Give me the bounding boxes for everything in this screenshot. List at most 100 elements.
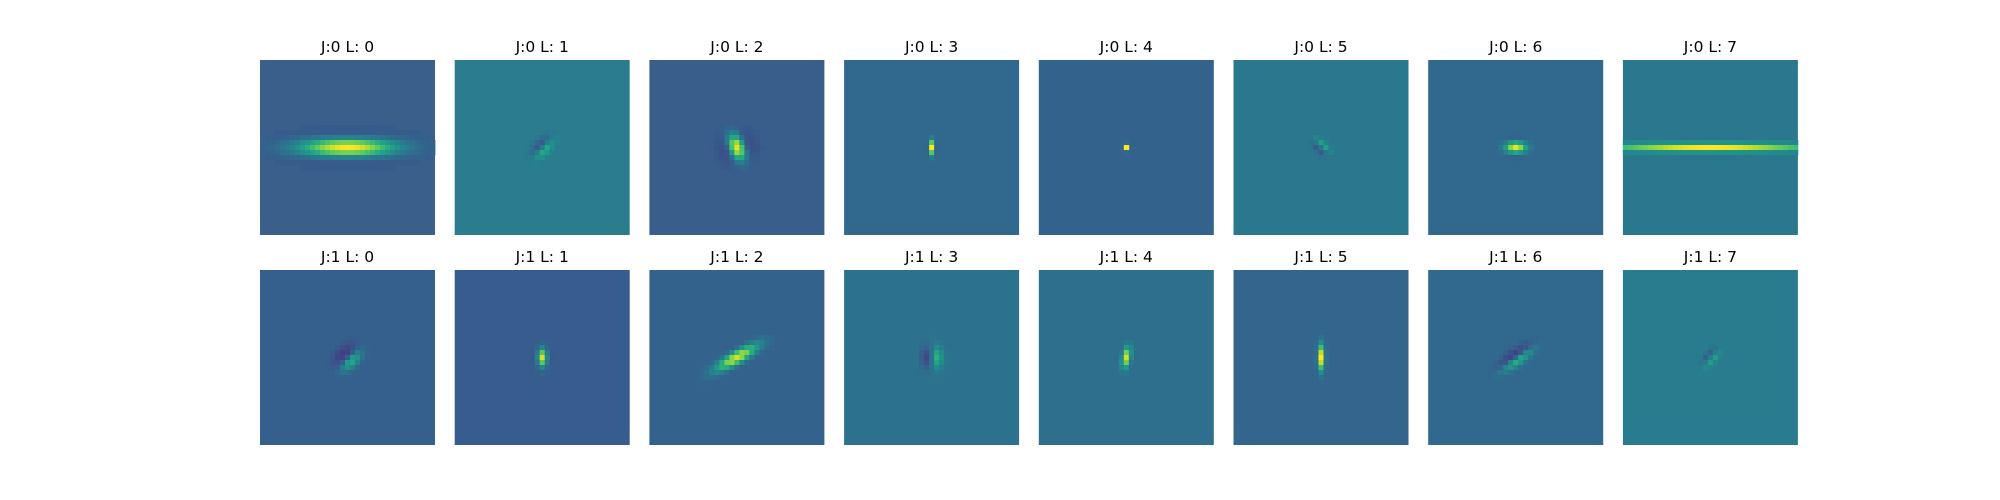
kernel-pixel: [340, 135, 346, 141]
kernel-pixel: [1702, 135, 1709, 141]
kernel-pixel: [754, 350, 760, 356]
kernel-pixel: [1767, 150, 1774, 156]
kernel-pixel: [1652, 135, 1659, 141]
kernel-pixel: [534, 155, 541, 161]
kernel-pixel: [739, 165, 745, 171]
kernel-pixel: [1323, 355, 1329, 361]
panel-title: J:0 L: 5: [1293, 38, 1347, 56]
kernel-pixel: [924, 375, 930, 381]
kernel-pixel: [1498, 140, 1504, 146]
kernel-pixel: [335, 155, 341, 161]
kernel-pixel: [539, 365, 546, 371]
kernel-pixel: [1518, 365, 1524, 371]
kernel-pixel: [325, 155, 331, 161]
kernel-pixel: [719, 125, 725, 131]
kernel-pixel: [924, 345, 930, 351]
kernel-pixel: [1637, 145, 1644, 151]
kernel-pixel: [1323, 155, 1329, 161]
kernel-pixel: [739, 140, 745, 146]
kernel-pixel: [1702, 355, 1709, 361]
filter-panel-j0-l0: J:0 L: 0: [260, 38, 436, 235]
kernel-pixel: [355, 350, 361, 356]
kernel-pixel: [315, 155, 321, 161]
kernel-pixel: [395, 160, 401, 166]
kernel-pixel: [310, 130, 316, 136]
kernel-pixel: [330, 130, 336, 136]
kernel-pixel: [345, 350, 351, 356]
kernel-pixel: [1647, 150, 1654, 156]
kernel-pixel: [345, 130, 351, 136]
kernel-pixel: [400, 140, 406, 146]
kernel-pixel: [1777, 150, 1784, 156]
kernel-pixel: [529, 360, 536, 366]
kernel-pixel: [410, 155, 416, 161]
kernel-pixel: [699, 370, 705, 376]
kernel-pixel: [734, 130, 740, 136]
kernel-pixel: [340, 130, 346, 136]
kernel-pixel: [335, 365, 341, 371]
kernel-pixel: [1323, 370, 1329, 376]
kernel-pixel: [704, 380, 710, 386]
kernel-pixel: [934, 345, 940, 351]
kernel-pixel: [739, 150, 745, 156]
kernel-pixel: [939, 370, 945, 376]
kernel-pixel: [1313, 355, 1319, 361]
kernel-pixel: [380, 155, 386, 161]
kernel-pixel: [709, 360, 715, 366]
kernel-pixel: [729, 125, 735, 131]
kernel-pixel: [355, 140, 361, 146]
kernel-pixel: [355, 125, 361, 131]
kernel-pixel: [1528, 350, 1534, 356]
kernel-pixel: [1707, 155, 1714, 161]
kernel-pixel: [1318, 360, 1324, 366]
kernel-pixel: [405, 150, 411, 156]
kernel-pixel: [724, 360, 730, 366]
kernel-pixel: [1702, 145, 1709, 151]
kernel-pixel: [290, 130, 296, 136]
kernel-pixel: [1787, 150, 1794, 156]
kernel-pixel: [300, 165, 306, 171]
kernel-pixel: [1712, 135, 1719, 141]
kernel-pixel: [1712, 345, 1719, 351]
kernel-pixel: [1503, 370, 1509, 376]
kernel-pixel: [350, 150, 356, 156]
kernel-pixel: [719, 375, 725, 381]
kernel-pixel: [330, 145, 336, 151]
kernel-pixel: [265, 145, 271, 151]
kernel-pixel: [405, 130, 411, 136]
kernel-pixel: [280, 130, 286, 136]
kernel-pixel: [295, 130, 301, 136]
filter-panel-j1-l4: J:1 L: 4: [1038, 248, 1214, 445]
panel-title: J:1 L: 7: [1683, 248, 1737, 266]
kernel-pixel: [330, 345, 336, 351]
kernel-pixel: [1707, 145, 1714, 151]
kernel-pixel: [944, 355, 950, 361]
kernel-pixel: [340, 355, 346, 361]
kernel-pixel: [1632, 140, 1639, 146]
kernel-pixel: [1692, 150, 1699, 156]
kernel-pixel: [709, 370, 715, 376]
kernel-pixel: [345, 355, 351, 361]
kernel-pixel: [1508, 140, 1514, 146]
kernel-pixel: [1503, 355, 1509, 361]
kernel-pixel: [1498, 355, 1504, 361]
kernel-pixel: [385, 130, 391, 136]
kernel-pixel: [355, 135, 361, 141]
kernel-pixel: [1133, 345, 1140, 351]
kernel-pixel: [534, 140, 541, 146]
kernel-pixel: [1682, 135, 1689, 141]
kernel-pixel: [714, 155, 720, 161]
kernel-pixel: [395, 130, 401, 136]
kernel-pixel: [1762, 135, 1769, 141]
kernel-pixel: [529, 150, 536, 156]
kernel-pixel: [754, 145, 760, 151]
kernel-pixel: [1662, 150, 1669, 156]
panel-title: J:1 L: 2: [709, 248, 763, 266]
kernel-pixel: [724, 365, 730, 371]
kernel-pixel: [280, 135, 286, 141]
kernel-pixel: [729, 340, 735, 346]
kernel-pixel: [315, 165, 321, 171]
kernel-pixel: [305, 160, 311, 166]
kernel-pixel: [1717, 145, 1724, 151]
kernel-pixel: [345, 370, 351, 376]
